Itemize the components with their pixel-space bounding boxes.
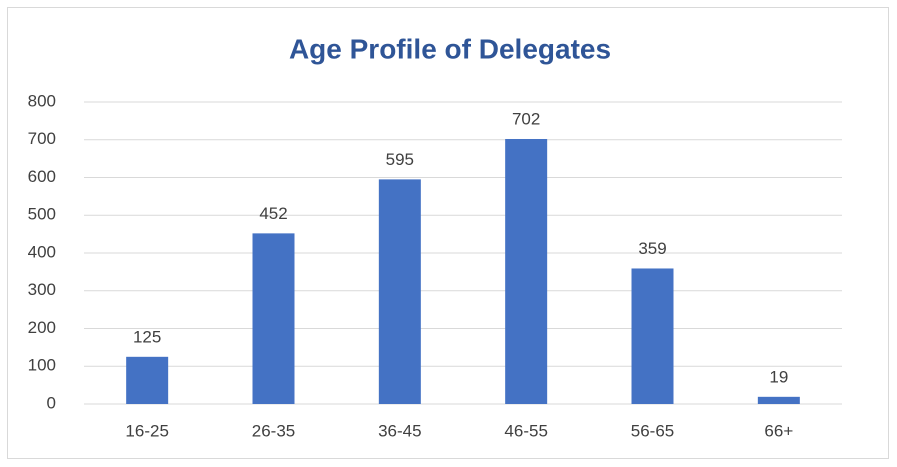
x-tick-label: 26-35 bbox=[252, 421, 295, 440]
bar bbox=[631, 268, 674, 404]
y-tick-label: 400 bbox=[28, 242, 56, 261]
x-tick-label: 46-55 bbox=[504, 421, 547, 440]
y-tick-label: 200 bbox=[28, 318, 56, 337]
data-label: 19 bbox=[769, 367, 788, 386]
y-tick-label: 0 bbox=[47, 393, 56, 412]
bar bbox=[378, 179, 421, 404]
data-label: 359 bbox=[638, 239, 666, 258]
x-tick-label: 66+ bbox=[764, 421, 793, 440]
bar bbox=[126, 356, 169, 404]
x-tick-label: 16-25 bbox=[125, 421, 168, 440]
data-label: 452 bbox=[259, 204, 287, 223]
y-tick-label: 500 bbox=[28, 205, 56, 224]
data-label: 702 bbox=[512, 109, 540, 128]
bar bbox=[252, 233, 295, 404]
x-tick-label: 36-45 bbox=[378, 421, 421, 440]
y-tick-label: 100 bbox=[28, 356, 56, 375]
y-tick-label: 600 bbox=[28, 167, 56, 186]
bar bbox=[505, 138, 548, 404]
data-label: 125 bbox=[133, 327, 161, 346]
y-tick-label: 700 bbox=[28, 129, 56, 148]
bar bbox=[757, 396, 800, 404]
chart-title: Age Profile of Delegates bbox=[289, 33, 611, 64]
x-tick-label: 56-65 bbox=[631, 421, 674, 440]
y-tick-label: 300 bbox=[28, 280, 56, 299]
data-label: 595 bbox=[386, 150, 414, 169]
y-tick-label: 800 bbox=[28, 91, 56, 110]
